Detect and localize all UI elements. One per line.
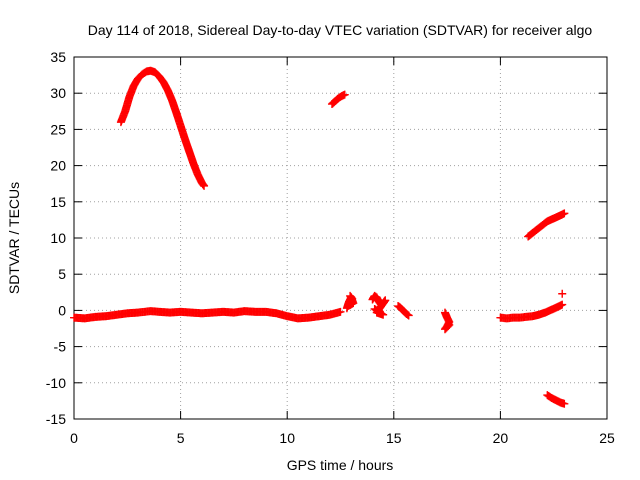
series-arc-4 (543, 391, 569, 408)
series-baseline-2 (496, 300, 567, 323)
y-tick-label: -10 (46, 375, 66, 391)
series-blob-17 (440, 308, 454, 334)
data-marker (403, 310, 412, 319)
data-markers (70, 66, 569, 408)
y-axis-label: SDTVAR / TECUs (6, 182, 22, 294)
data-marker (370, 304, 379, 313)
data-marker (445, 320, 454, 329)
data-marker (198, 179, 207, 188)
series-blob-13 (342, 291, 358, 313)
y-tick-label: 0 (58, 302, 66, 318)
plot-frame (73, 56, 608, 420)
data-marker (443, 322, 452, 331)
data-marker (558, 289, 567, 298)
data-marker (558, 300, 567, 309)
y-tick-label: 30 (50, 85, 66, 101)
data-marker (371, 305, 380, 314)
data-marker (560, 209, 569, 218)
chart-title: Day 114 of 2018, Sidereal Day-to-day VTE… (88, 22, 593, 38)
data-marker (347, 293, 356, 302)
data-marker (404, 311, 413, 320)
series-arc-1 (116, 66, 209, 190)
y-tick-label: 35 (50, 49, 66, 65)
data-marker (346, 292, 355, 301)
y-tick-label: 15 (50, 194, 66, 210)
data-marker (340, 90, 349, 99)
x-axis-label: GPS time / hours (287, 457, 394, 473)
data-marker (336, 307, 345, 316)
axis-ticks: -15 -10 -5 0 5 10 15 20 25 30 35 0 5 10 15 20 25 (46, 49, 615, 446)
y-tick-label: 5 (58, 266, 66, 282)
x-tick-label: 15 (386, 430, 402, 446)
series-blob-15 (394, 302, 413, 320)
grid-lines (74, 57, 607, 419)
x-tick-label: 0 (70, 430, 78, 446)
y-tick-label: 20 (50, 158, 66, 174)
data-marker (444, 321, 453, 330)
data-marker (560, 399, 569, 408)
series-arc-2 (327, 90, 349, 109)
series-blob-14 (368, 291, 390, 319)
y-tick-label: 25 (50, 121, 66, 137)
y-tick-label: 10 (50, 230, 66, 246)
x-tick-label: 20 (493, 430, 509, 446)
x-tick-label: 25 (599, 430, 615, 446)
x-tick-label: 5 (177, 430, 185, 446)
y-tick-label: -15 (46, 411, 66, 427)
series-outlier (558, 289, 567, 298)
x-tick-label: 10 (279, 430, 295, 446)
series-arc-3 (524, 209, 569, 241)
data-marker (199, 180, 208, 189)
series-baseline-1 (70, 307, 345, 323)
data-marker (200, 181, 209, 190)
data-marker (346, 291, 355, 300)
y-tick-label: -5 (54, 339, 67, 355)
